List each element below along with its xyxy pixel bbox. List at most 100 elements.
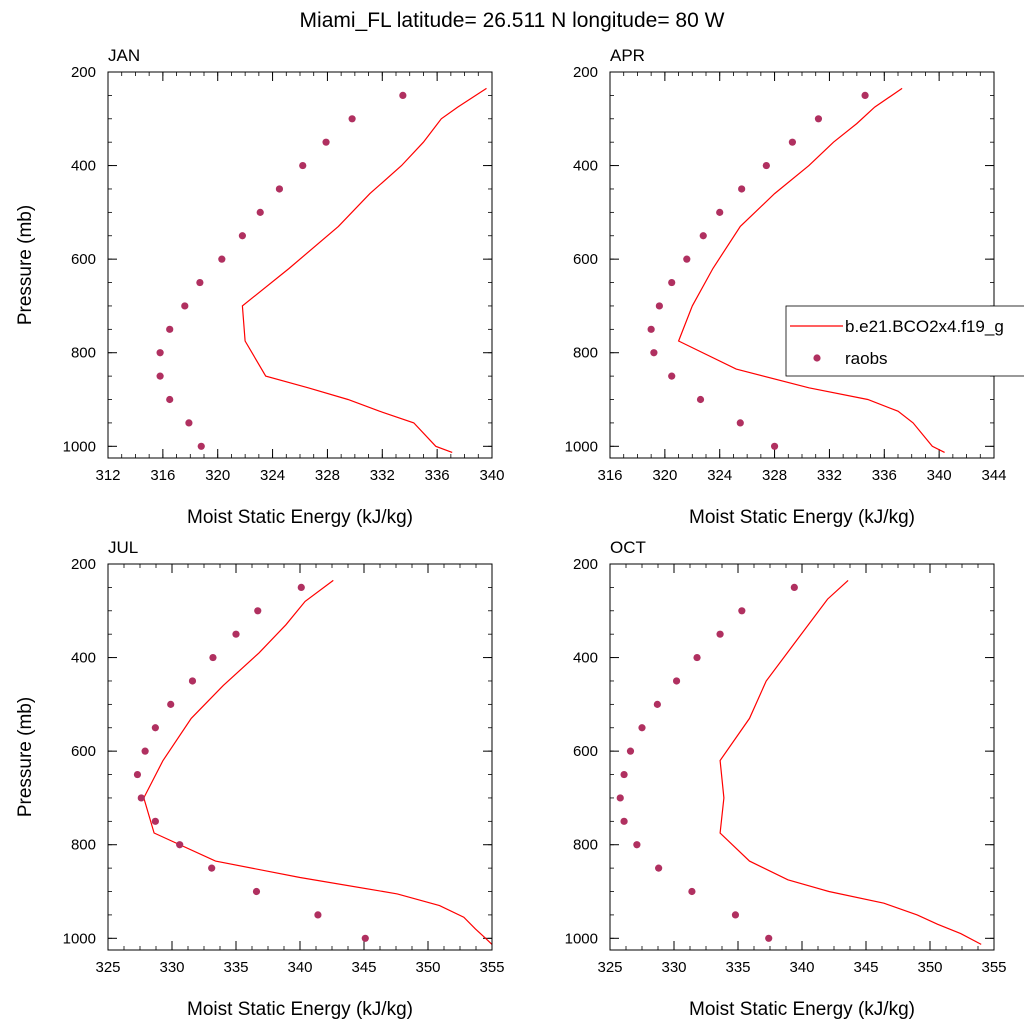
raobs-point [361,934,369,942]
raobs-point [209,653,217,662]
raobs-point [616,794,624,802]
y-tick-label: 1000 [63,438,96,455]
legend-obs-marker [813,354,821,362]
raobs-point [861,91,869,99]
model-line-oct [719,579,982,945]
y-tick-label: 800 [573,345,598,362]
raobs-point [693,653,701,662]
x-tick-label: 325 [95,959,120,976]
raobs-point [167,700,175,708]
x-tick-label: 324 [707,467,732,484]
y-tick-label: 200 [71,556,96,573]
y-tick-label: 400 [71,650,96,667]
raobs-point [176,841,184,849]
raobs-point [208,864,216,872]
raobs-point [156,372,164,380]
y-tick-label: 400 [71,158,96,175]
raobs-point [238,232,246,240]
raobs-point [188,677,197,685]
raobs-point [716,630,724,638]
x-tick-label: 316 [150,467,175,484]
legend-model-label: b.e21.BCO2x4.f19_g [845,317,1004,336]
raobs-point [299,161,307,170]
raobs-point [185,419,193,427]
x-tick-label: 340 [287,959,312,976]
raobs-point [297,583,305,591]
raobs-point [736,419,744,427]
plot-frame [107,563,493,951]
x-axis-label: Moist Static Energy (kJ/kg) [689,999,915,1020]
raobs-point [348,115,356,123]
plot-frame [107,71,493,459]
model-line-jul [143,579,493,945]
x-axis-label: Moist Static Energy (kJ/kg) [689,507,915,528]
raobs-point [133,770,142,779]
panel-apr: 316 320 324 328 332 336 340 344 200 400 600 800 1000… [565,46,1007,528]
raobs-point [626,747,635,755]
x-tick-label: 320 [652,467,677,484]
raobs-point [765,934,773,942]
y-tick-label: 1000 [565,438,598,455]
panel-jul: 325 330 335 340 345 350 355 200 400 600 800 1000 JUL… [15,538,505,1020]
x-tick-label: 345 [853,959,878,976]
raobs-point [275,185,284,193]
panel-title: OCT [610,538,646,557]
y-axis-label: Pressure (mb) [15,697,36,817]
panel-title: JUL [108,538,138,557]
x-tick-label: 330 [661,959,686,976]
legend-box [785,305,1024,377]
raobs-point [655,864,663,872]
raobs-point [790,583,798,591]
raobs-point [166,395,174,404]
y-tick-label: 1000 [565,930,598,947]
x-tick-label: 340 [479,467,504,484]
panel-jan: 312 316 320 324 328 332 336 340 200 400 600 800 1000… [15,46,505,528]
raobs-point [196,278,204,287]
legend-obs-label: raobs [845,349,888,368]
y-tick-label: 1000 [63,930,96,947]
raobs-point [218,255,226,263]
y-tick-label: 200 [71,64,96,81]
raobs-point [650,349,658,357]
y-tick-label: 600 [573,251,598,268]
x-tick-label: 330 [159,959,184,976]
model-line-jan [241,87,487,453]
raobs-point [620,817,628,825]
y-tick-label: 400 [573,650,598,667]
raobs-point [137,794,145,802]
y-tick-label: 400 [573,158,598,175]
y-tick-label: 200 [573,64,598,81]
raobs-point [699,232,707,240]
raobs-point [252,887,261,896]
raobs-point [322,138,330,146]
raobs-point [738,185,746,193]
x-tick-label: 332 [817,467,842,484]
model-line-apr [677,87,945,453]
plot-frame [609,563,995,951]
raobs-point [620,770,628,779]
x-tick-label: 325 [597,959,622,976]
x-tick-label: 340 [927,467,952,484]
panel-oct: 325 330 335 340 345 350 355 200 400 600 800 1000 OCT… [565,538,1007,1020]
x-tick-label: 328 [762,467,787,484]
raobs-point [668,372,676,380]
raobs-point [731,911,740,919]
figure-title: Miami_FL latitude= 26.511 N longitude= 8… [300,9,725,32]
y-tick-label: 800 [71,345,96,362]
plot-frame [609,71,995,459]
x-tick-label: 335 [223,959,248,976]
raobs-point [814,115,823,123]
raobs-point [197,442,205,450]
legend: b.e21.BCO2x4.f19_g raobs [785,305,1024,377]
raobs-point [762,161,770,170]
raobs-point [151,817,159,825]
x-tick-label: 345 [351,959,376,976]
y-tick-label: 600 [573,743,598,760]
raobs-point [151,724,159,732]
x-tick-label: 340 [789,959,814,976]
x-tick-label: 344 [981,467,1006,484]
raobs-point [770,442,779,450]
raobs-point [647,325,655,333]
y-tick-label: 200 [573,556,598,573]
raobs-point [141,747,149,755]
